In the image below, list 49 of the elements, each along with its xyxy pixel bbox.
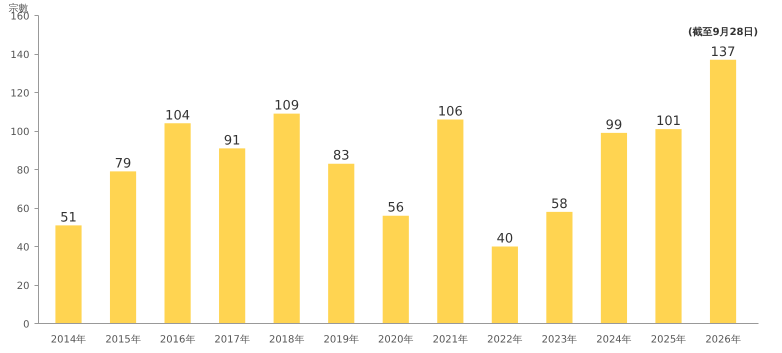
y-tick-label: 100 [10, 127, 30, 138]
y-tick-label: 80 [16, 166, 30, 176]
bar [492, 246, 518, 324]
data-label: 40 [496, 232, 514, 246]
x-tick-label: 2015年 [105, 334, 141, 346]
data-label: 99 [606, 118, 622, 133]
x-tick-label: 2024年 [596, 334, 632, 346]
x-tick-label: 2017年 [214, 334, 250, 346]
annotation: (截至9月28日) [688, 26, 758, 38]
y-tick-label: 120 [10, 88, 30, 100]
bar [328, 164, 354, 324]
x-tick-label: 2022年 [487, 334, 523, 346]
bar [55, 225, 82, 324]
data-label: 137 [710, 44, 736, 60]
x-tick-label: 2025年 [650, 334, 686, 346]
y-tick-label: 60 [16, 204, 30, 215]
bar [710, 60, 736, 324]
data-label: 91 [224, 133, 240, 148]
bar [546, 212, 572, 324]
y-tick-label: 40 [16, 242, 30, 254]
data-label: 109 [274, 98, 300, 114]
bar [219, 148, 246, 324]
x-tick-label: 2016年 [160, 334, 196, 346]
data-label: 104 [165, 108, 190, 124]
bar [382, 216, 409, 324]
x-tick-label: 2020年 [378, 334, 414, 346]
y-tick-label: 20 [16, 281, 30, 292]
data-label: 51 [60, 210, 77, 226]
bar [110, 171, 136, 324]
x-tick-label: 2021年 [432, 334, 468, 346]
bar [164, 123, 191, 324]
x-tick-label: 2018年 [268, 334, 304, 346]
bar [600, 132, 628, 324]
x-tick-label: 2023年 [542, 334, 578, 346]
data-label: 56 [388, 200, 404, 216]
bar [274, 114, 300, 324]
data-label: 79 [114, 156, 132, 172]
x-tick-label: 2014年 [50, 334, 86, 346]
data-label: 83 [332, 148, 350, 164]
x-tick-label: 2019年 [324, 334, 359, 346]
bar [437, 119, 464, 324]
x-tick-label: 2026年 [705, 334, 741, 346]
y-tick-label: 160 [10, 12, 30, 22]
y-tick-label: 140 [10, 50, 30, 61]
y-tick-label: 0 [23, 320, 30, 330]
bar [655, 129, 682, 324]
data-label: 106 [438, 104, 463, 120]
data-label: 101 [656, 114, 681, 130]
data-label: 58 [551, 196, 568, 212]
